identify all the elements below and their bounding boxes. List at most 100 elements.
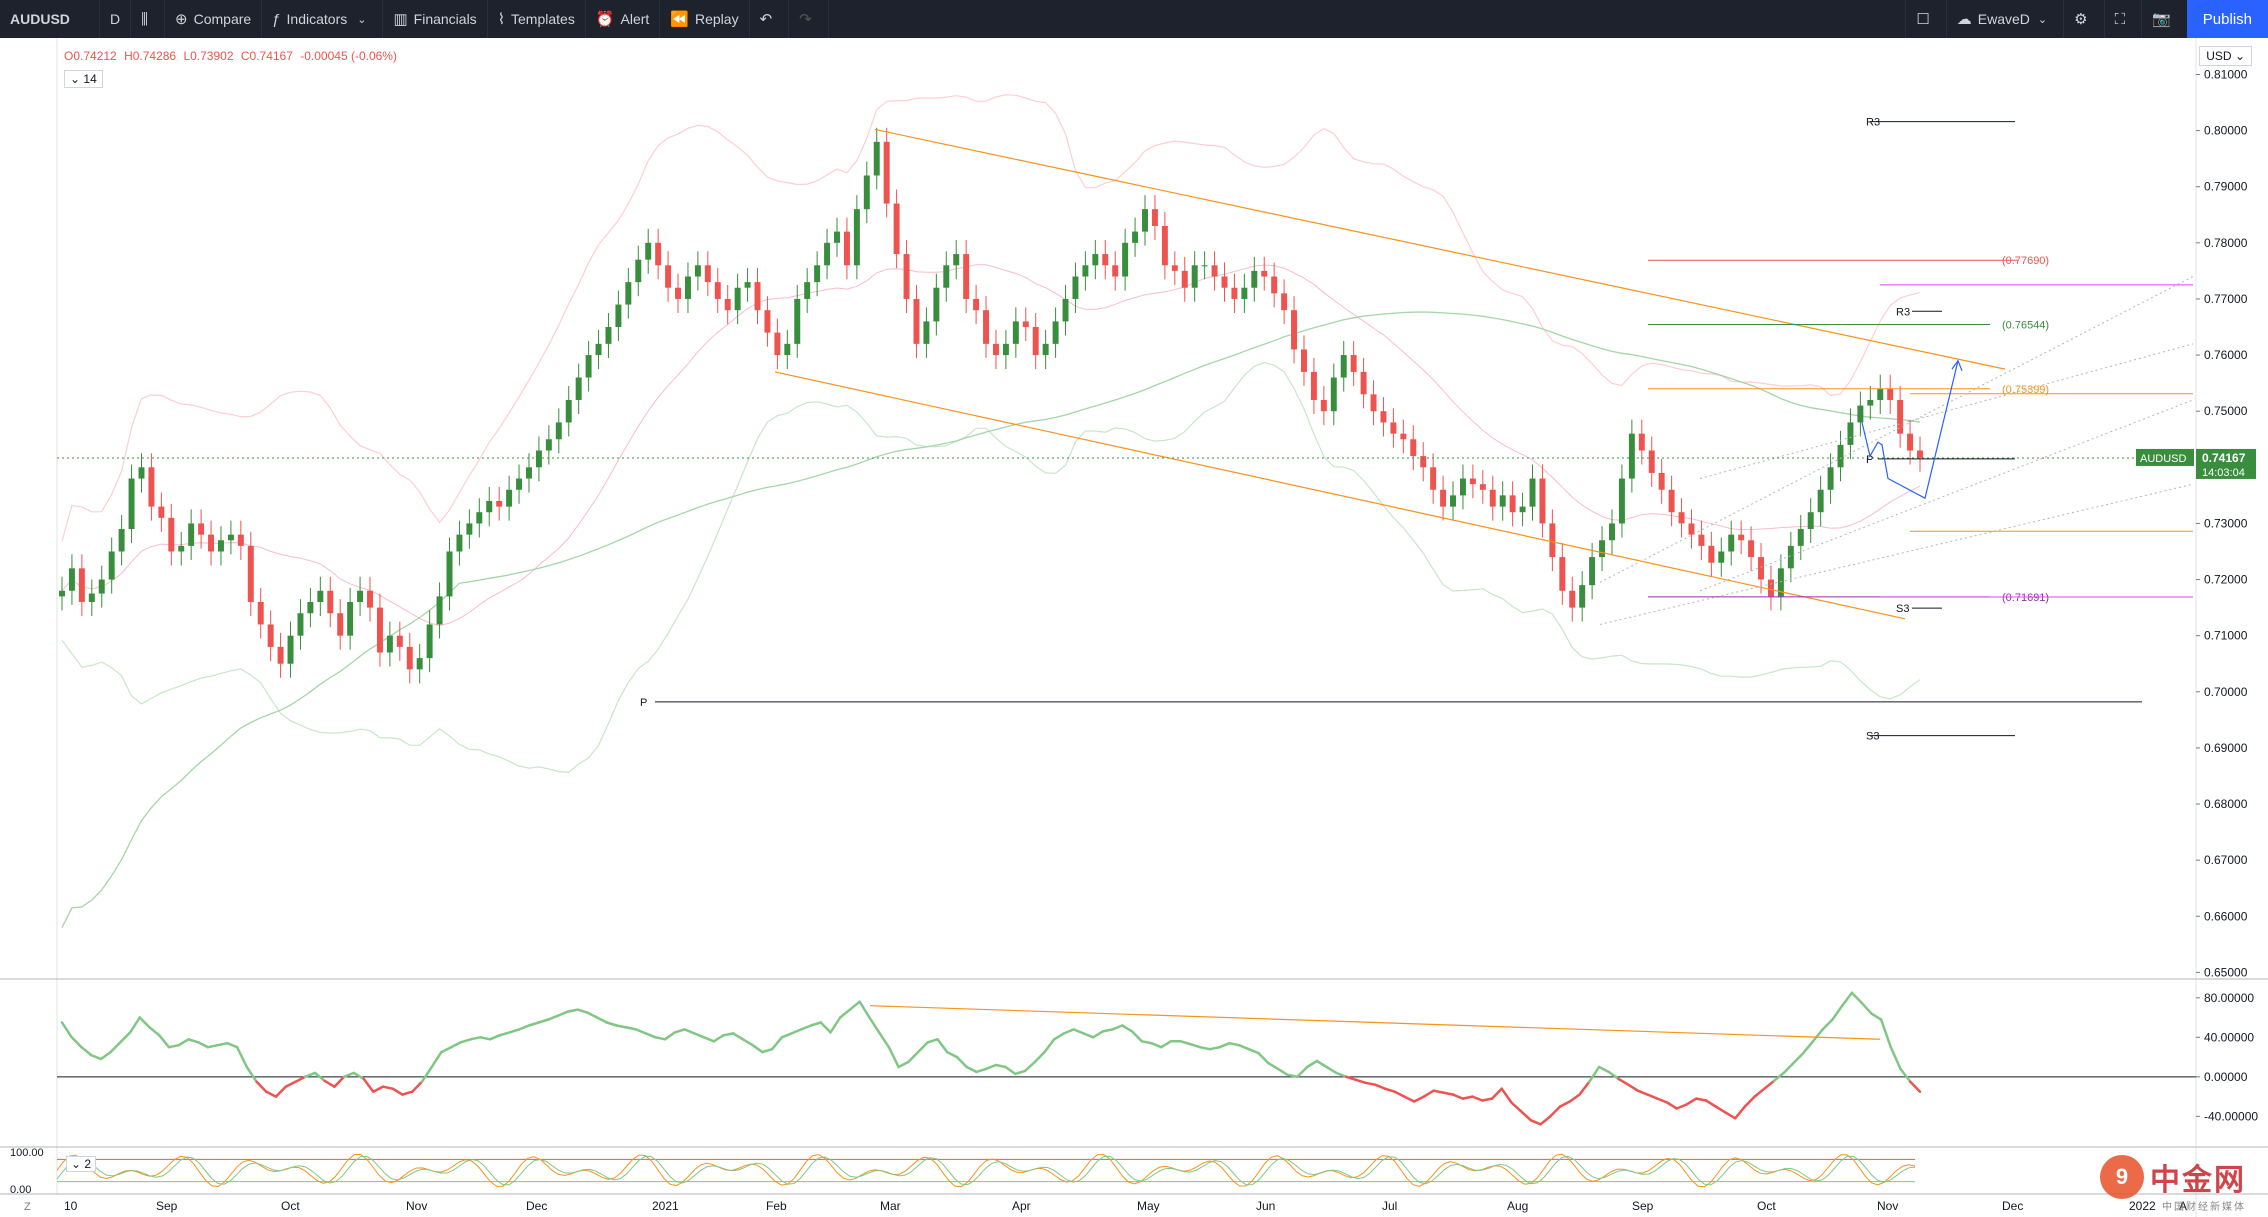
candle-body — [1469, 478, 1476, 485]
time-axis-label: Aug — [1507, 1199, 1528, 1213]
oscillator-segment — [1403, 1095, 1416, 1103]
candle-body — [665, 265, 672, 288]
templates-button[interactable]: ⌇ Templates — [488, 0, 586, 38]
function-icon: ƒ — [272, 10, 281, 28]
candle-body — [516, 478, 523, 490]
chart-area[interactable]: 0.81000 0.80000 0.79000 0.78000 0.77000 0.760… — [0, 38, 2268, 1217]
trend-line — [1699, 399, 2194, 592]
indicators-label: Indicators — [286, 11, 348, 27]
oscillator-segment — [138, 1016, 151, 1029]
candle-body — [714, 282, 721, 299]
time-axis-label: Nov — [1877, 1199, 1898, 1213]
candle-body — [1002, 343, 1009, 356]
alert-button[interactable]: ⏰ Alert — [586, 0, 661, 38]
expand-icon: ⛶ — [2114, 10, 2126, 28]
osc-tick-label: 0.00000 — [2204, 1070, 2248, 1084]
replay-label: Replay — [695, 11, 739, 27]
oscillator-segment — [158, 1034, 171, 1049]
oscillator-segment — [1665, 1101, 1679, 1110]
oscillator-segment — [1481, 1097, 1494, 1102]
oscillator-segment — [615, 1024, 628, 1029]
fullscreen-button[interactable]: ⛶ — [2103, 0, 2142, 38]
candle — [1718, 537, 1725, 577]
candle-body — [267, 624, 274, 647]
candle-body — [843, 231, 850, 266]
candle-body — [1012, 321, 1019, 344]
candle-body — [754, 282, 761, 311]
candle-body — [446, 551, 453, 597]
oscillator-segment — [1831, 1004, 1844, 1021]
time-axis-label: 2021 — [652, 1199, 679, 1213]
fib-level-label: (0.71691) — [2002, 592, 2049, 604]
candle-body — [217, 540, 224, 552]
close-value: C0.74167 — [240, 49, 293, 63]
chart-canvas[interactable]: 0.81000 0.80000 0.79000 0.78000 0.77000 0.760… — [0, 38, 2268, 1217]
compare-label: Compare — [193, 11, 252, 27]
candle — [436, 582, 443, 639]
interval-button[interactable]: D — [100, 0, 132, 38]
chart-type-button[interactable]: ⫼ — [131, 0, 166, 38]
oscillator-segment — [1072, 1028, 1085, 1035]
layout-button[interactable]: ☁ EwaveD ⌄ — [1945, 0, 2063, 38]
candle-body — [1728, 534, 1735, 552]
candle-body — [655, 242, 662, 266]
candle — [834, 217, 840, 257]
template-icon: ⌇ — [497, 11, 506, 28]
candle-body — [615, 304, 622, 328]
time-axis-label: Apr — [1012, 1199, 1031, 1213]
indicator-legend-toggle[interactable]: ⌄ 14 — [64, 70, 103, 88]
fullscreen-layout-button[interactable]: ☐ — [1905, 0, 1945, 38]
candle-body — [158, 506, 165, 518]
symbol-search-button[interactable]: AUDUSD — [0, 0, 100, 38]
financials-button[interactable]: ▥ Financials — [383, 0, 488, 38]
sub-indicator-toggle[interactable]: ⌄ 2 — [66, 1156, 97, 1172]
replay-button[interactable]: ⏪ Replay — [660, 0, 750, 38]
candle — [1261, 256, 1268, 291]
candle-body — [535, 450, 542, 468]
candle-body — [1827, 467, 1834, 490]
candle-body — [744, 282, 751, 288]
candle — [337, 599, 344, 650]
oscillator-segment — [1889, 1045, 1902, 1071]
oscillator-segment — [1490, 1087, 1503, 1100]
candle-body — [933, 287, 940, 322]
candle — [1181, 256, 1188, 302]
candle — [754, 268, 761, 325]
settings-button[interactable]: ⚙ — [2063, 0, 2103, 38]
candle — [217, 526, 224, 566]
candle-body — [545, 439, 552, 451]
candle-body — [416, 658, 423, 670]
oscillator-segment — [352, 1071, 365, 1081]
bar-chart-icon: ▥ — [393, 11, 408, 28]
undo-button[interactable]: ↶ — [750, 0, 790, 38]
candle — [198, 509, 205, 549]
redo-button[interactable]: ↷ — [789, 0, 829, 38]
currency-selector[interactable]: USD ⌄ — [2199, 46, 2252, 66]
price-tick-label: 0.69000 — [2204, 741, 2248, 755]
candle-body — [1847, 422, 1854, 445]
pivot-label: S3 — [1896, 603, 1909, 615]
candle-body — [1310, 371, 1317, 400]
compare-button[interactable]: ⊕ Compare — [165, 0, 263, 38]
candle — [1887, 374, 1894, 414]
oscillator-segment — [1588, 1065, 1601, 1084]
oscillator-segment — [1909, 1080, 1922, 1093]
candle-body — [893, 203, 900, 255]
snapshot-button[interactable]: 📷 — [2141, 0, 2187, 38]
candle — [963, 240, 970, 313]
candle — [794, 284, 801, 358]
price-tick-label: 0.66000 — [2204, 909, 2248, 923]
oscillator-segment — [1529, 1119, 1542, 1126]
candle — [873, 127, 880, 190]
candle-body — [357, 590, 364, 602]
osc-tick-label: 80.00000 — [2204, 991, 2254, 1005]
candle — [1658, 458, 1665, 504]
indicators-button[interactable]: ƒ Indicators ⌄ — [262, 0, 384, 38]
candle-body — [784, 343, 791, 356]
candle-body — [1708, 545, 1715, 563]
currency-label: USD — [2206, 49, 2232, 63]
candle — [1738, 520, 1745, 555]
publish-button[interactable]: Publish — [2186, 0, 2268, 38]
oscillator-segment — [1811, 1028, 1824, 1043]
time-axis-label: Feb — [766, 1199, 787, 1213]
